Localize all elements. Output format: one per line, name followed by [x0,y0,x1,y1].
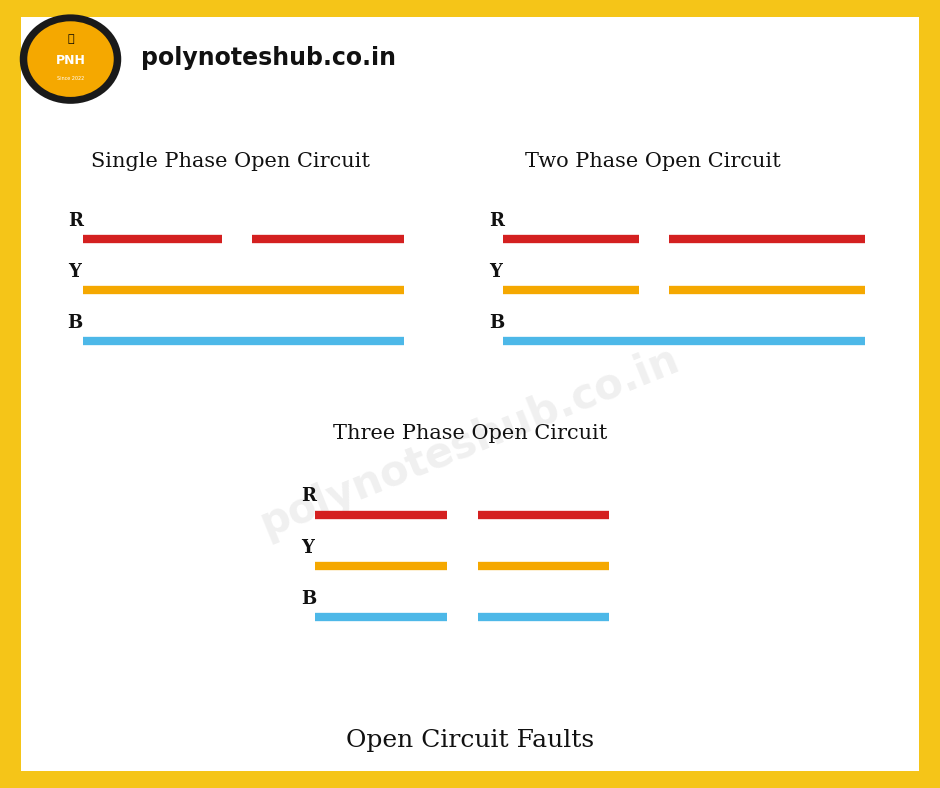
Text: Two Phase Open Circuit: Two Phase Open Circuit [525,152,781,171]
Text: B: B [489,314,504,332]
Text: 🎓: 🎓 [67,35,74,44]
Ellipse shape [21,16,120,102]
Text: R: R [68,212,83,229]
Text: Since 2022: Since 2022 [57,76,84,81]
Text: polynoteshub.co.in: polynoteshub.co.in [254,338,686,545]
Text: R: R [301,488,316,505]
Text: Single Phase Open Circuit: Single Phase Open Circuit [91,152,369,171]
Text: Y: Y [301,539,314,556]
Text: Open Circuit Faults: Open Circuit Faults [346,729,594,753]
Text: polynoteshub.co.in: polynoteshub.co.in [141,46,396,70]
Text: Y: Y [68,263,81,281]
Ellipse shape [27,21,114,97]
Text: Three Phase Open Circuit: Three Phase Open Circuit [333,424,607,443]
Text: PNH: PNH [55,54,86,67]
Text: B: B [301,590,316,608]
Text: Y: Y [489,263,502,281]
Text: B: B [68,314,83,332]
FancyBboxPatch shape [21,17,919,771]
Text: R: R [489,212,504,229]
